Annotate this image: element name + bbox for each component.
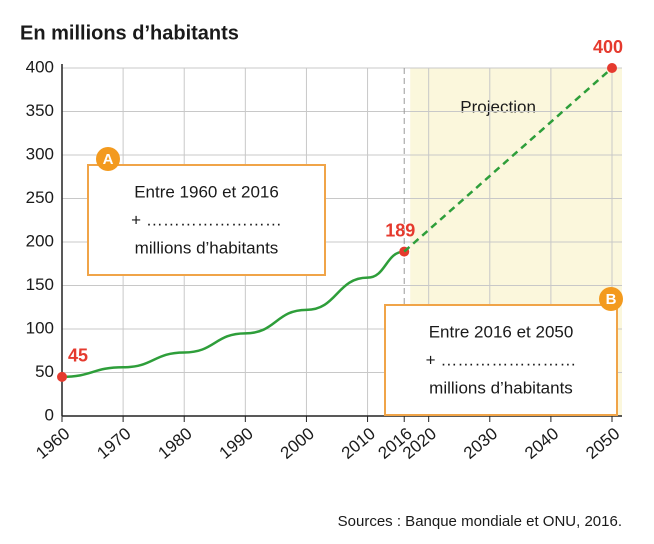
x-tick-label: 2010 <box>338 424 379 463</box>
annotation-text: + …………………… <box>426 350 577 369</box>
annotation-badge <box>599 287 623 311</box>
x-tick-label: 2000 <box>277 424 318 463</box>
x-tick-label: 1970 <box>93 424 134 463</box>
annotation-text: millions d’habitants <box>135 238 279 257</box>
y-tick-label: 300 <box>26 144 54 163</box>
y-tick-label: 50 <box>35 362 54 381</box>
annotation-box <box>87 164 326 276</box>
annotation-text: Entre 1960 et 2016 <box>134 182 279 201</box>
y-tick-label: 0 <box>45 405 54 424</box>
y-tick-label: 250 <box>26 188 54 207</box>
annotation-text: millions d’habitants <box>429 378 573 397</box>
x-tick-label: 1980 <box>154 424 195 463</box>
y-tick-label: 200 <box>26 231 54 250</box>
y-tick-label: 150 <box>26 275 54 294</box>
data-label: 400 <box>593 37 623 57</box>
data-label: 189 <box>385 220 415 240</box>
point <box>607 63 617 73</box>
y-tick-label: 400 <box>26 57 54 76</box>
x-tick-label: 2050 <box>582 424 623 463</box>
projection-label: Projection <box>460 97 536 116</box>
y-tick-label: 100 <box>26 318 54 337</box>
annotation-letter: A <box>103 151 114 168</box>
annotation-box <box>384 304 618 416</box>
annotation-text: + …………………… <box>131 210 282 229</box>
annotation-text: Entre 2016 et 2050 <box>429 322 574 341</box>
y-tick-label: 350 <box>26 101 54 120</box>
line <box>61 250 405 379</box>
annotation-letter: B <box>606 291 617 308</box>
chart-title: En millions d’habitants <box>20 22 239 44</box>
source: Sources : Banque mondiale et ONU, 2016. <box>338 513 622 530</box>
x-tick-label: 1960 <box>32 424 73 463</box>
data-label: 45 <box>68 346 88 366</box>
point <box>57 371 67 382</box>
x-tick-label: 2030 <box>460 424 501 463</box>
x-tick-label: 1990 <box>216 424 257 463</box>
x-tick-label: 2040 <box>521 424 562 463</box>
annotation-badge <box>96 147 120 171</box>
line <box>403 67 613 253</box>
